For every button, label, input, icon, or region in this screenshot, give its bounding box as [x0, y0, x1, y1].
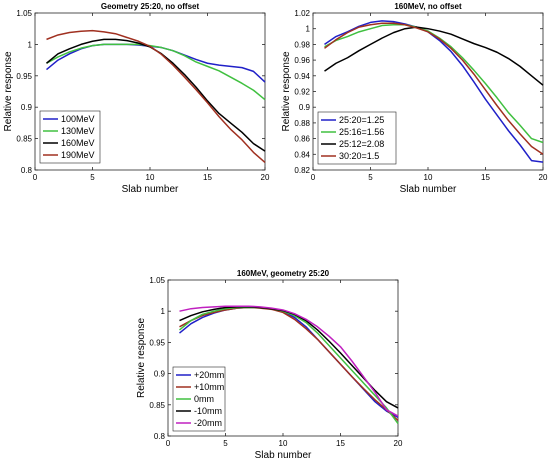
- x-tick-label: 20: [539, 173, 548, 182]
- series-line-25:12=2.08: [324, 26, 544, 86]
- legend: +20mm +10mm 0mm -10mm -20mm: [172, 366, 226, 432]
- legend-entry: 30:20=1.5: [339, 151, 379, 161]
- series-line--20mm: [179, 305, 399, 417]
- legend-entry: 25:16=1.56: [339, 127, 384, 137]
- x-tick-label: 15: [336, 439, 345, 448]
- legend-entry: 25:12=2.08: [339, 139, 384, 149]
- chart-panel-2: 0 5 10 15 20 0.82 0.84 0.86 0.88 0.9 0.92 0.94 0.96 0…: [281, 2, 548, 195]
- y-tick-label: 0.9: [154, 370, 166, 379]
- legend-entry: 190MeV: [61, 150, 95, 160]
- legend-entry: +20mm: [194, 370, 224, 380]
- y-tick-label: 0.85: [149, 401, 165, 410]
- x-tick-label: 20: [394, 439, 403, 448]
- x-tick-label: 10: [279, 439, 288, 448]
- y-tick-label: 0.94: [294, 72, 310, 81]
- y-tick-label: 0.85: [16, 135, 32, 144]
- chart-title: Geometry 25:20, no offset: [101, 2, 200, 11]
- y-axis-label: Relative response: [281, 51, 292, 131]
- series-line-30:20=1.5: [324, 22, 544, 155]
- x-axis-label: Slab number: [122, 184, 179, 195]
- y-tick-label: 1.02: [294, 9, 310, 18]
- y-tick-label: 0.9: [21, 103, 33, 112]
- y-tick-label: 0.88: [294, 119, 310, 128]
- x-tick-label: 15: [203, 173, 212, 182]
- legend-entry: +10mm: [194, 382, 224, 392]
- y-axis-label: Relative response: [3, 51, 14, 131]
- y-tick-label: 0.84: [294, 150, 310, 159]
- legend-entry: 25:20=1.25: [339, 115, 384, 125]
- series-line-+10mm: [179, 306, 399, 421]
- y-tick-label: 1: [28, 40, 33, 49]
- x-tick-label: 0: [311, 173, 316, 182]
- legend-entry: 160MeV: [61, 138, 95, 148]
- x-tick-label: 5: [368, 173, 373, 182]
- y-tick-label: 0.96: [294, 56, 310, 65]
- x-axis-label: Slab number: [255, 450, 312, 461]
- y-tick-label: 0.9: [299, 103, 311, 112]
- legend: 100MeV 130MeV 160MeV 190MeV: [39, 110, 101, 164]
- x-tick-label: 0: [166, 439, 171, 448]
- y-tick-label: 0.95: [16, 72, 32, 81]
- y-tick-label: 0.8: [154, 432, 166, 441]
- chart-panel-1: 0 5 10 15 20 0.8 0.85 0.9 0.95 1 1.05 Geometry 25:2…: [3, 2, 270, 195]
- x-tick-label: 20: [261, 173, 270, 182]
- chart-title: 160MeV, geometry 25:20: [237, 269, 330, 278]
- chart-title: 160MeV, no offset: [394, 2, 462, 11]
- y-tick-label: 0.86: [294, 135, 310, 144]
- legend-entry: -20mm: [194, 418, 222, 428]
- y-tick-label: 0.8: [21, 166, 33, 175]
- x-tick-label: 15: [481, 173, 490, 182]
- series-line-190MeV: [46, 29, 266, 164]
- y-tick-label: 1: [306, 25, 311, 34]
- x-tick-label: 10: [424, 173, 433, 182]
- legend-entry: 100MeV: [61, 114, 95, 124]
- y-tick-label: 0.82: [294, 166, 310, 175]
- series-line-130MeV: [46, 43, 266, 101]
- y-tick-label: 0.98: [294, 40, 310, 49]
- y-tick-label: 0.95: [149, 338, 165, 347]
- y-tick-label: 1.05: [149, 276, 165, 285]
- x-tick-label: 0: [33, 173, 38, 182]
- legend: 25:20=1.25 25:16=1.56 25:12=2.08 30:20=1.5: [317, 111, 397, 165]
- y-tick-label: 0.92: [294, 88, 310, 97]
- y-axis-label: Relative response: [136, 318, 147, 398]
- legend-entry: 0mm: [194, 394, 214, 404]
- series-line-0mm: [179, 306, 399, 424]
- y-tick-label: 1: [161, 307, 166, 316]
- legend-entry: -10mm: [194, 406, 222, 416]
- chart-panel-3: 0 5 10 15 20 0.8 0.85 0.9 0.95 1 1.05 160MeV, geome…: [136, 269, 403, 461]
- x-tick-label: 10: [146, 173, 155, 182]
- x-axis-label: Slab number: [400, 184, 457, 195]
- x-tick-label: 5: [223, 439, 228, 448]
- y-tick-label: 1.05: [16, 9, 32, 18]
- legend-entry: 130MeV: [61, 126, 95, 136]
- x-tick-label: 5: [90, 173, 95, 182]
